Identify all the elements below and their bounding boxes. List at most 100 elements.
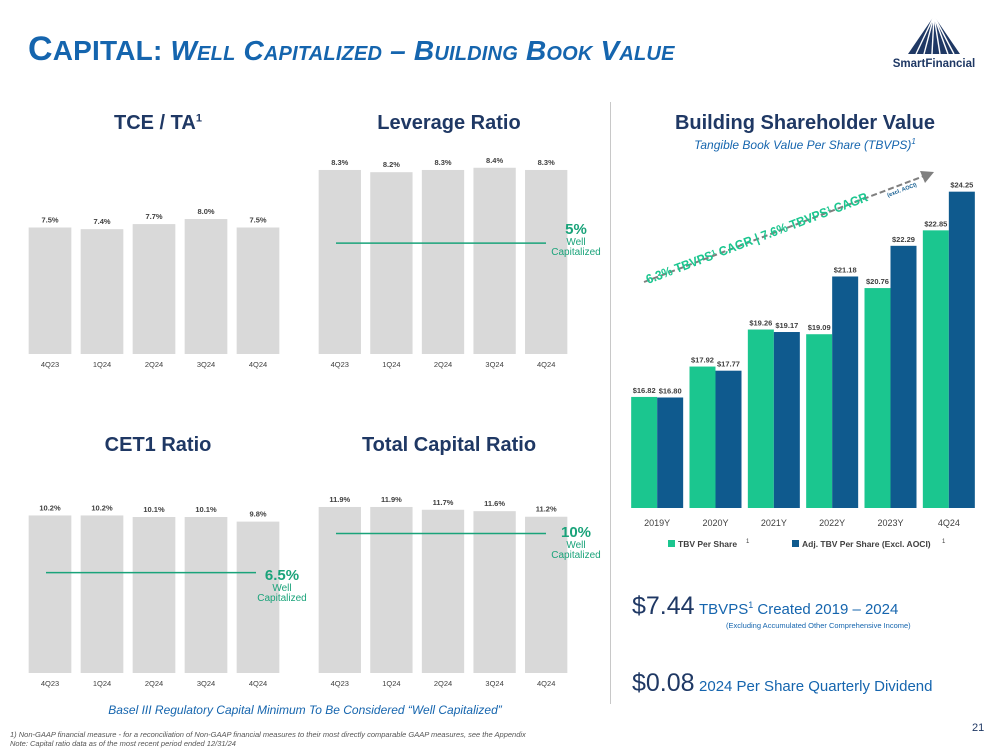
- cet1-bar: [184, 516, 228, 673]
- cet1-wc-label1: Well: [272, 582, 292, 594]
- tbvps-data-label: $22.29: [892, 235, 915, 244]
- cet1-bar: [132, 516, 176, 673]
- tbvps-data-label: $21.18: [834, 265, 857, 274]
- total-bar: [473, 511, 516, 673]
- leverage-tick-label: 1Q24: [382, 360, 400, 369]
- tbvps-tick-label: 2020Y: [702, 518, 728, 528]
- tbvps-bar: [948, 191, 975, 508]
- cet1-tick-label: 4Q23: [41, 679, 59, 688]
- leverage-wc-pct: 5%: [565, 221, 587, 238]
- page-number: 21: [972, 722, 985, 734]
- leverage-bar: [525, 169, 568, 354]
- tce-bar: [132, 224, 176, 354]
- tce-bar: [28, 227, 72, 354]
- tbvps-legend-label: Adj. TBV Per Share (Excl. AOCI): [802, 539, 931, 549]
- leverage-bar: [421, 169, 465, 354]
- tbvps-bar: [864, 288, 891, 508]
- tbvps-tick-label: 2021Y: [761, 518, 787, 528]
- tbvps-bar: [922, 230, 949, 508]
- tce-tick-label: 4Q23: [41, 360, 59, 369]
- total-tick-label: 3Q24: [485, 679, 503, 688]
- bsv-title: Building Shareholder Value: [674, 112, 936, 134]
- tbvps-data-label: $19.09: [808, 323, 831, 332]
- tbvps-bar: [657, 397, 684, 508]
- tce-data-label: 7.5%: [249, 215, 266, 224]
- cet1-data-label: 10.1%: [195, 505, 217, 514]
- tce-data-label: 8.0%: [197, 207, 214, 216]
- cet1-bar: [236, 521, 280, 673]
- tbvps-bar: [747, 329, 774, 508]
- tbvps-data-label: $16.82: [633, 386, 656, 395]
- cet1-wc-label2: Capitalized: [257, 593, 307, 605]
- tce-title-sup: 1: [195, 112, 202, 125]
- tbvps-created-sup: 1: [748, 600, 754, 610]
- cet1-ratio-chart: 10.2% 4Q23 10.2% 1Q24 10.1% 2Q24 10.1% 3Q24 9.8%…: [28, 503, 280, 688]
- total-bar: [318, 506, 361, 673]
- tce-bar: [236, 227, 280, 354]
- total-tick-label: 4Q24: [537, 679, 555, 688]
- total-data-label: 11.6%: [484, 499, 505, 508]
- dividend-desc: 2024 Per Share Quarterly Dividend: [699, 678, 933, 695]
- cet1-bar: [80, 515, 124, 673]
- tbvps-legend-sup: 1: [942, 539, 946, 545]
- dividend-value: $0.08: [632, 669, 695, 697]
- leverage-data-label: 8.3%: [538, 158, 555, 167]
- leverage-wc-label2: Capitalized: [551, 247, 601, 259]
- tbvps-data-label: $22.85: [924, 219, 947, 228]
- tce-chart-title: TCE / TA1: [28, 112, 288, 135]
- tbvps-created-desc-rest: Created 2019 – 2024: [753, 601, 899, 618]
- tbvps-chart: $16.82 $16.80 2019Y $17.92 $17.77 2020Y $19.26…: [631, 171, 975, 549]
- cet1-chart-title: CET1 Ratio: [104, 434, 212, 456]
- total-well-capitalized: 10% Well Capitalized: [546, 525, 606, 562]
- tbvps-tick-label: 2022Y: [819, 518, 845, 528]
- basel-note: Basel III Regulatory Capital Minimum To …: [108, 703, 502, 717]
- tbvps-bar: [806, 334, 833, 508]
- dividend-stat: $0.08 2024 Per Share Quarterly Dividend: [632, 669, 932, 698]
- cet1-well-capitalized: 6.5% Well Capitalized: [252, 568, 312, 605]
- cet1-data-label: 9.8%: [249, 510, 266, 519]
- leverage-tick-label: 4Q23: [331, 360, 349, 369]
- tbvps-bar: [715, 370, 742, 508]
- leverage-tick-label: 3Q24: [485, 360, 503, 369]
- total-capital-chart-title: Total Capital Ratio: [361, 434, 537, 456]
- tbvps-data-label: $24.25: [950, 181, 973, 190]
- total-tick-label: 4Q23: [331, 679, 349, 688]
- tce-tick-label: 1Q24: [93, 360, 111, 369]
- tce-tick-label: 4Q24: [249, 360, 267, 369]
- total-wc-label2: Capitalized: [551, 550, 601, 562]
- leverage-data-label: 8.4%: [486, 156, 503, 165]
- leverage-bar: [473, 167, 516, 354]
- tbvps-data-label: $20.76: [866, 277, 889, 286]
- tce-bar: [80, 229, 124, 354]
- cet1-data-label: 10.1%: [143, 505, 165, 514]
- cet1-tick-label: 3Q24: [197, 679, 215, 688]
- page-title-initial: C: [28, 30, 53, 68]
- tbvps-legend-swatch: [792, 540, 799, 547]
- cet1-data-label: 10.2%: [39, 503, 61, 512]
- tbvps-data-label: $19.17: [775, 321, 798, 330]
- tce-ta-chart: 7.5% 4Q23 7.4% 1Q24 7.7% 2Q24 8.0% 3Q24 7.5% 4Q24: [28, 207, 280, 369]
- page-title-main: APITAL:: [52, 35, 163, 66]
- bsv-subtitle: Tangible Book Value Per Share (TBVPS)1: [620, 137, 990, 152]
- leverage-well-capitalized: 5% Well Capitalized: [546, 222, 606, 259]
- tbvps-data-label: $16.80: [659, 386, 682, 395]
- total-capital-ratio-chart: 11.9% 4Q23 11.9% 1Q24 11.7% 2Q24 11.6% 3Q24 11.2…: [318, 495, 568, 688]
- leverage-bar: [318, 169, 361, 354]
- tbvps-created-stat: $7.44 TBVPS1 Created 2019 – 2024: [632, 592, 898, 621]
- footnote-2: Note: Capital ratio data as of the most …: [10, 739, 236, 748]
- page-title-subtitle: Well Capitalized – Building Book Value: [170, 35, 675, 66]
- cet1-bar: [28, 515, 72, 673]
- tbvps-created-desc-text: TBVPS: [699, 601, 749, 618]
- leverage-bar: [370, 172, 413, 354]
- cet1-data-label: 10.2%: [91, 503, 113, 512]
- leverage-data-label: 8.3%: [331, 158, 348, 167]
- tbvps-bar: [773, 332, 800, 508]
- tbvps-created-note: (Excluding Accumulated Other Comprehensi…: [726, 621, 911, 630]
- vertical-divider: [610, 102, 611, 704]
- tbvps-legend-sup: 1: [746, 539, 750, 545]
- tbvps-tick-label: 2023Y: [877, 518, 903, 528]
- tbvps-created-desc: TBVPS1 Created 2019 – 2024: [699, 600, 899, 618]
- cet1-tick-label: 4Q24: [249, 679, 267, 688]
- company-logo: SmartFinancial: [884, 14, 984, 78]
- total-wc-label1: Well: [566, 539, 586, 551]
